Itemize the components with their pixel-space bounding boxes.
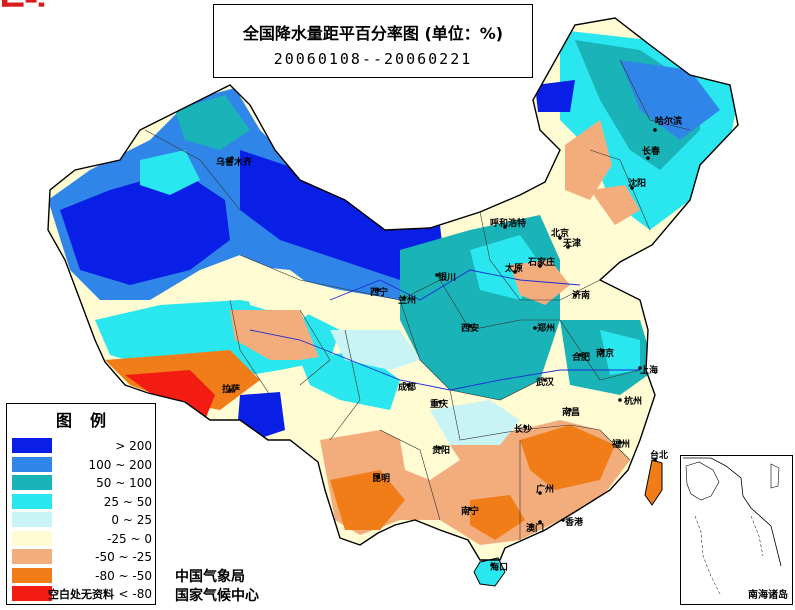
legend-swatch xyxy=(12,549,52,564)
legend-row: 50 ~ 100 xyxy=(12,474,152,492)
city-label: 合肥 xyxy=(572,351,590,363)
legend-swatch xyxy=(12,493,52,509)
inset-map xyxy=(683,457,782,597)
legend-label: -50 ~ -25 xyxy=(95,550,152,564)
legend-row: > 200 xyxy=(12,437,152,455)
legend-label: 50 ~ 100 xyxy=(96,476,152,490)
city-label: 银川 xyxy=(438,271,456,283)
city-label: 西宁 xyxy=(370,286,388,298)
city-label: 香港 xyxy=(564,516,584,528)
city-label: 贵阳 xyxy=(432,444,450,456)
city-label: 兰州 xyxy=(398,294,416,306)
agency-line-2: 国家气候中心 xyxy=(175,588,259,604)
legend: 图例 > 200 100 ~ 200 50 ~ 100 25 ~ 50 0 ~ 25 -2… xyxy=(6,403,156,605)
city-label: 北京 xyxy=(551,227,569,239)
city-label: 杭州 xyxy=(624,395,642,407)
legend-label: -25 ~ 0 xyxy=(107,531,152,546)
legend-row: < -80 xyxy=(12,585,152,603)
legend-label: 0 ~ 25 xyxy=(111,513,152,527)
inset-label: 南海诸岛 xyxy=(748,590,788,601)
agency-line-1: 中国气象局 xyxy=(175,569,245,585)
city-label: 郑州 xyxy=(537,322,555,334)
legend-row: -50 ~ -25 xyxy=(12,548,152,566)
legend-label: 25 ~ 50 xyxy=(103,494,152,509)
river-lines xyxy=(249,269,640,391)
map-title: 全国降水量距平百分率图 (单位：%) xyxy=(242,24,504,43)
city-label: 石家庄 xyxy=(527,256,555,268)
china-border xyxy=(47,17,739,561)
city-label: 长沙 xyxy=(514,423,532,435)
legend-swatch xyxy=(12,586,52,601)
city-label: 乌鲁木齐 xyxy=(216,156,253,168)
city-label: 海口 xyxy=(490,561,508,573)
city-label: 上海 xyxy=(640,364,658,376)
legend-note: 空白处无资料 xyxy=(48,588,114,601)
city-label: 哈尔滨 xyxy=(655,115,682,127)
legend-swatch xyxy=(12,530,52,546)
city-label: 台北 xyxy=(650,449,668,461)
city-markers: 乌鲁木齐 哈尔滨 长春 沈阳 呼和浩特 北京 天津 太原 石家庄 济南 银川 西… xyxy=(216,115,682,573)
city-label: 天津 xyxy=(563,237,581,249)
city-label: 武汉 xyxy=(536,376,555,388)
corner-mark: █▄▄▄ ▀▀ ▄ xyxy=(1,0,45,7)
city-label: 长春 xyxy=(642,145,661,157)
legend-row: 100 ~ 200 xyxy=(12,456,152,474)
legend-row: -25 ~ 0 xyxy=(12,530,152,548)
city-label: 南京 xyxy=(596,347,614,359)
legend-swatch xyxy=(12,456,52,472)
city-label: 济南 xyxy=(572,289,590,301)
map-title-box: 全国降水量距平百分率图 (单位：%) 20060108--20060221 xyxy=(213,4,533,78)
legend-title: 图例 xyxy=(55,411,124,430)
city-label: 成都 xyxy=(398,381,416,393)
legend-label: < -80 xyxy=(118,587,152,601)
city-label: 呼和浩特 xyxy=(490,217,526,229)
city-label: 南宁 xyxy=(461,505,479,517)
city-label: 太原 xyxy=(504,262,523,274)
legend-row: 25 ~ 50 xyxy=(12,493,152,511)
legend-row: -80 ~ -50 xyxy=(12,567,152,585)
legend-label: 100 ~ 200 xyxy=(88,457,153,472)
city-label: 广州 xyxy=(536,483,554,495)
city-label: 拉萨 xyxy=(222,383,240,395)
province-boundaries xyxy=(144,59,691,540)
map-period: 20060108--20060221 xyxy=(273,50,473,68)
taiwan-island xyxy=(644,459,663,506)
legend-swatch xyxy=(12,438,52,453)
city-label: 重庆 xyxy=(430,398,448,410)
hainan-island xyxy=(473,557,506,587)
city-label: 南昌 xyxy=(562,406,580,418)
south-china-sea-inset: 南海诸岛 xyxy=(680,455,793,605)
city-label: 福州 xyxy=(611,438,630,450)
legend-swatch xyxy=(12,567,52,583)
legend-label: -80 ~ -50 xyxy=(95,568,152,583)
legend-swatch xyxy=(12,475,52,490)
city-label: 澳门 xyxy=(526,522,544,534)
city-label: 沈阳 xyxy=(628,177,646,189)
legend-label: > 200 xyxy=(115,439,152,453)
legend-row: 0 ~ 25 xyxy=(12,511,152,529)
legend-swatch xyxy=(12,512,52,527)
city-label: 西安 xyxy=(461,322,479,334)
city-label: 昆明 xyxy=(372,473,390,484)
